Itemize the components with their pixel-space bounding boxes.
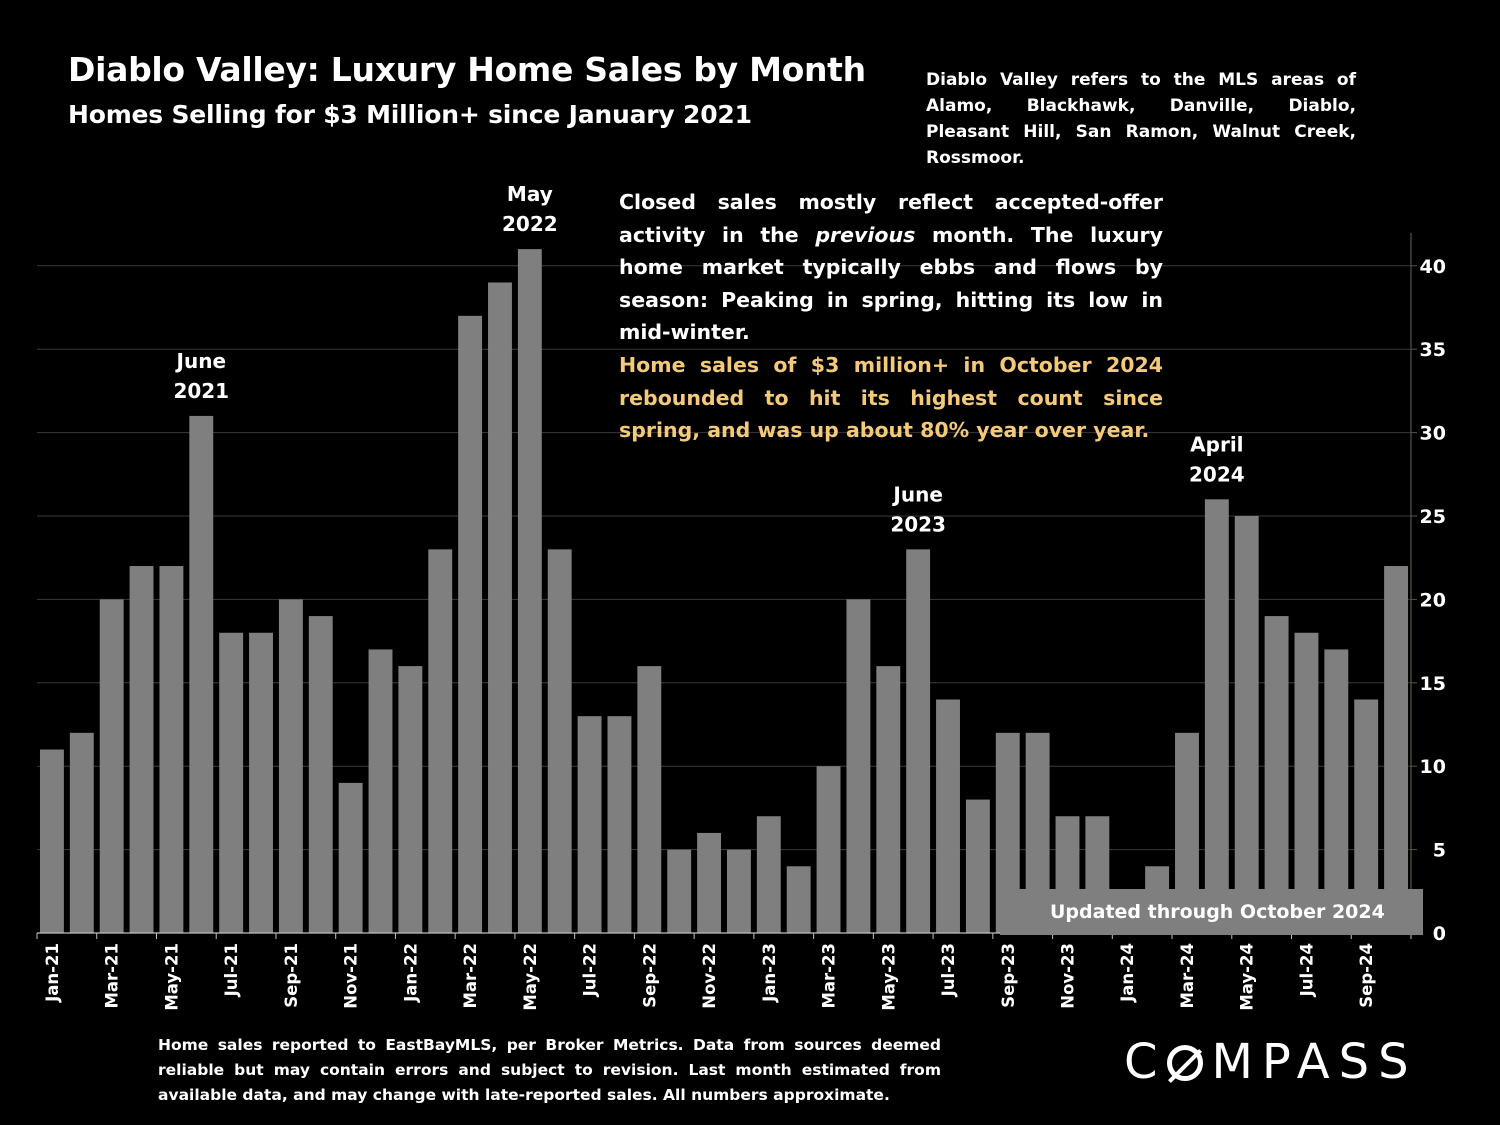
bar bbox=[338, 782, 363, 933]
bar bbox=[697, 832, 722, 933]
x-tick-label: Sep-21 bbox=[282, 943, 301, 1008]
bar bbox=[189, 415, 214, 933]
x-tick-label: Jul-22 bbox=[581, 943, 600, 997]
bar bbox=[159, 566, 184, 933]
bar bbox=[1204, 499, 1229, 933]
peak-annotation: June bbox=[891, 482, 942, 506]
x-tick-label: Mar-21 bbox=[103, 943, 122, 1009]
commentary-part2: month. The luxury home market typically … bbox=[619, 222, 1163, 345]
y-tick-label: 40 bbox=[1420, 256, 1446, 278]
bar bbox=[607, 716, 632, 933]
bar bbox=[428, 549, 453, 933]
chart-title: Diablo Valley: Luxury Home Sales by Mont… bbox=[68, 50, 866, 89]
bar bbox=[637, 666, 662, 933]
highlight-text: Home sales of $3 million+ in October 202… bbox=[619, 353, 1163, 442]
bar bbox=[906, 549, 931, 933]
x-tick-label: Mar-24 bbox=[1178, 943, 1197, 1009]
updated-box bbox=[1000, 889, 1423, 935]
commentary-part1: Closed sales mostly reflect accepted-off… bbox=[619, 190, 1163, 247]
y-tick-label: 15 bbox=[1420, 673, 1446, 695]
commentary-text: Closed sales mostly reflect accepted-off… bbox=[619, 186, 1163, 349]
bar bbox=[278, 599, 303, 933]
y-tick-label: 20 bbox=[1420, 589, 1446, 611]
x-tick-label: Sep-22 bbox=[640, 943, 659, 1008]
bar bbox=[308, 616, 333, 933]
bar bbox=[129, 566, 154, 933]
chart-subtitle: Homes Selling for $3 Million+ since Janu… bbox=[68, 100, 752, 129]
y-tick-label: 5 bbox=[1433, 840, 1446, 862]
x-tick-label: Nov-21 bbox=[342, 943, 361, 1009]
x-tick-label: Mar-22 bbox=[461, 943, 480, 1009]
bar bbox=[249, 632, 273, 933]
x-tick-label: Jan-23 bbox=[760, 943, 779, 1003]
bar bbox=[786, 866, 811, 933]
x-tick-label: Jul-21 bbox=[222, 943, 241, 997]
bar bbox=[995, 732, 1020, 933]
peak-annotation: 2024 bbox=[1189, 462, 1245, 486]
bar bbox=[368, 649, 393, 933]
commentary-italic: previous bbox=[815, 222, 916, 247]
x-tick-label: May-24 bbox=[1238, 943, 1257, 1011]
x-tick-label: Jul-23 bbox=[939, 943, 958, 997]
bar bbox=[965, 799, 990, 933]
x-tick-label: Mar-23 bbox=[820, 943, 839, 1009]
x-tick-label: Nov-23 bbox=[1059, 943, 1078, 1009]
peak-annotation: June bbox=[175, 349, 226, 373]
x-tick-label: May-22 bbox=[521, 943, 540, 1011]
y-tick-label: 10 bbox=[1420, 756, 1446, 778]
peak-annotation: 2022 bbox=[502, 212, 558, 236]
x-tick-label: May-21 bbox=[162, 943, 181, 1011]
bar bbox=[458, 315, 483, 934]
bar bbox=[846, 599, 871, 933]
y-tick-label: 30 bbox=[1420, 423, 1446, 445]
bar bbox=[1294, 632, 1319, 933]
x-tick-label: Jul-24 bbox=[1297, 943, 1316, 997]
peak-annotation: 2023 bbox=[890, 512, 946, 536]
x-tick-label: Jan-21 bbox=[43, 943, 62, 1003]
bar bbox=[1264, 616, 1289, 933]
peak-annotation: April bbox=[1190, 432, 1243, 456]
peak-annotation: May bbox=[507, 182, 553, 206]
bar bbox=[69, 732, 94, 933]
bar bbox=[1384, 566, 1409, 933]
x-tick-label: Nov-22 bbox=[700, 943, 719, 1009]
y-tick-label: 0 bbox=[1433, 923, 1446, 945]
bar bbox=[816, 766, 841, 933]
x-tick-label: May-23 bbox=[879, 943, 898, 1011]
bar bbox=[1234, 516, 1259, 933]
bar bbox=[1025, 732, 1050, 933]
bar bbox=[577, 716, 602, 933]
bar bbox=[219, 632, 244, 933]
updated-label: Updated through October 2024 bbox=[1050, 901, 1385, 923]
bar bbox=[99, 599, 124, 933]
bar bbox=[547, 549, 572, 933]
compass-logo-o-icon bbox=[1166, 1045, 1203, 1081]
peak-annotation: 2021 bbox=[173, 379, 229, 403]
bar bbox=[1324, 649, 1349, 933]
bar bbox=[726, 849, 751, 933]
bar bbox=[398, 666, 423, 933]
y-tick-label: 35 bbox=[1420, 339, 1446, 361]
bar bbox=[517, 249, 542, 933]
compass-logo: C MPASS bbox=[1124, 1034, 1418, 1090]
bar bbox=[667, 849, 692, 933]
bar bbox=[39, 749, 64, 933]
x-tick-label: Jan-22 bbox=[401, 943, 420, 1003]
x-tick-label: Sep-24 bbox=[1357, 943, 1376, 1008]
bar bbox=[1175, 732, 1199, 933]
bar bbox=[936, 699, 960, 933]
y-tick-label: 25 bbox=[1420, 506, 1446, 528]
source-footnote: Home sales reported to EastBayMLS, per B… bbox=[158, 1036, 941, 1104]
bar bbox=[876, 666, 901, 933]
bar bbox=[1354, 699, 1379, 933]
x-tick-label: Jan-24 bbox=[1118, 943, 1137, 1003]
bar bbox=[756, 816, 781, 933]
bar bbox=[488, 282, 512, 934]
area-definition-note: Diablo Valley refers to the MLS areas of… bbox=[926, 70, 1356, 168]
x-tick-label: Sep-23 bbox=[999, 943, 1018, 1008]
